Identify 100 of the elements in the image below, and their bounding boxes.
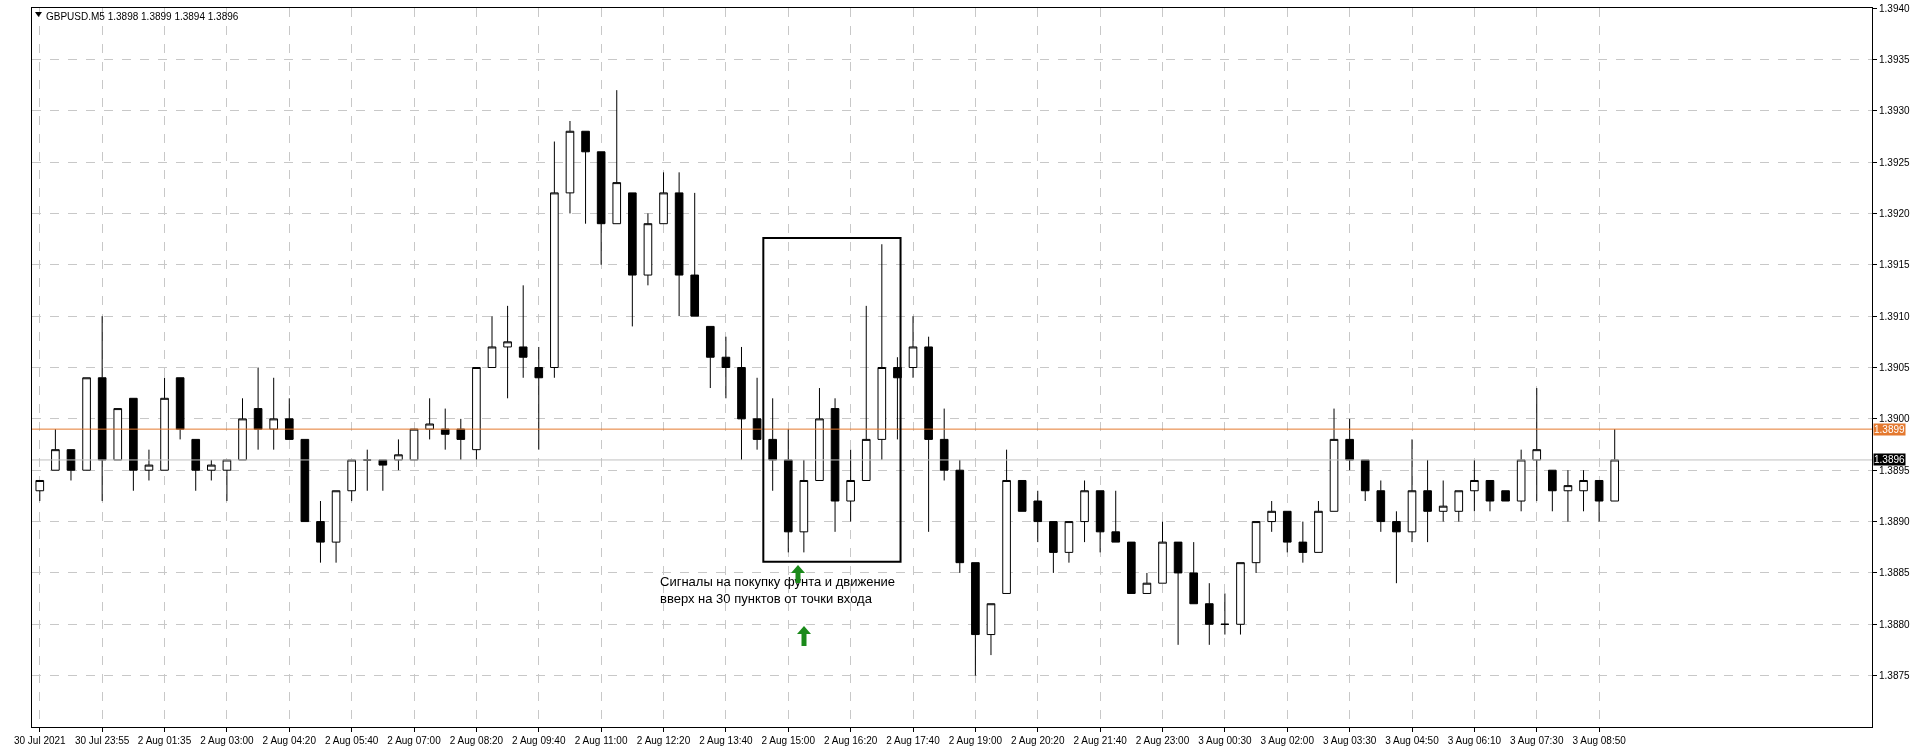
x-tick-label: 3 Aug 02:00	[1260, 735, 1315, 746]
candlestick	[1392, 510, 1401, 584]
candlestick	[300, 438, 310, 523]
candlestick	[1033, 490, 1043, 543]
candlestick	[1189, 541, 1199, 605]
candlestick	[160, 377, 169, 471]
candlestick	[1423, 459, 1432, 543]
candlestick	[1251, 521, 1261, 574]
candlestick	[347, 459, 356, 502]
candlestick	[1158, 521, 1167, 584]
x-tick-label: 2 Aug 01:35	[137, 735, 192, 746]
candlestick	[1610, 428, 1620, 502]
x-tick-label: 2 Aug 21:40	[1073, 735, 1128, 746]
candlestick	[1204, 582, 1214, 646]
ref-line-label: 1.3899	[1874, 424, 1906, 435]
candlestick	[1080, 479, 1089, 543]
x-tick-label: 2 Aug 15:00	[761, 735, 816, 746]
candlestick	[1376, 479, 1386, 533]
candlestick	[316, 500, 325, 564]
candlestick	[596, 151, 606, 266]
candlestick	[550, 141, 559, 379]
x-tick-label: 3 Aug 08:50	[1572, 735, 1627, 746]
candlestick	[144, 449, 154, 481]
candlestick	[253, 367, 263, 451]
candlestick	[1563, 469, 1573, 523]
candlestick	[409, 428, 419, 461]
x-tick-label: 2 Aug 19:00	[948, 735, 1003, 746]
candlestick	[893, 356, 902, 440]
candlestick	[1532, 387, 1542, 502]
x-tick-label: 2 Aug 04:20	[262, 735, 317, 746]
x-tick-label: 2 Aug 09:40	[512, 735, 566, 746]
candlestick	[846, 449, 855, 523]
candlestick	[191, 438, 201, 492]
candlestick	[394, 438, 403, 471]
candlestick	[1470, 459, 1479, 512]
y-tick-label: 1.3915	[1879, 259, 1911, 271]
candlestick	[721, 336, 731, 399]
candlestick	[815, 387, 824, 481]
candlestick	[705, 325, 715, 389]
candlestick	[1314, 500, 1323, 553]
candlestick	[1485, 479, 1495, 512]
candlestick	[1142, 572, 1152, 594]
y-tick-label: 1.3925	[1879, 156, 1911, 168]
candlestick	[175, 377, 185, 440]
candlestick	[1345, 418, 1354, 471]
candlestick	[1236, 562, 1245, 636]
candlestick	[35, 479, 45, 502]
candlestick	[269, 377, 279, 451]
candlestick	[1579, 469, 1588, 512]
candlestick	[955, 459, 965, 574]
candlestick	[82, 377, 91, 471]
candlestick	[659, 171, 668, 225]
candlestick	[1049, 521, 1058, 574]
x-tick-label: 2 Aug 20:20	[1011, 735, 1065, 746]
x-tick-label: 2 Aug 05:40	[324, 735, 379, 746]
candlestick	[97, 315, 107, 502]
candlestick	[971, 562, 980, 677]
candlestick	[51, 428, 60, 471]
y-tick-label: 1.3885	[1879, 567, 1911, 579]
y-tick-label: 1.3895	[1879, 464, 1911, 476]
candlestick	[456, 418, 466, 461]
candlestick	[1298, 521, 1308, 564]
candlestick	[1454, 490, 1464, 523]
candlestick	[628, 192, 637, 327]
candlestick	[534, 346, 544, 451]
candlestick	[643, 212, 653, 286]
candlestick	[238, 397, 247, 461]
candlestick	[1329, 408, 1339, 512]
candlestick	[1127, 541, 1136, 594]
x-tick-label: 2 Aug 17:40	[886, 735, 941, 746]
candlestick	[378, 459, 388, 492]
candlestick	[1548, 469, 1557, 512]
ref-line-label: 1.3896	[1874, 454, 1906, 465]
candlestick	[284, 397, 294, 440]
candlestick	[1594, 479, 1604, 523]
candlestick	[66, 449, 76, 481]
candlestick	[1220, 592, 1230, 636]
candlestick	[503, 305, 512, 399]
candlestick	[674, 171, 684, 317]
candlestick	[768, 397, 777, 492]
y-tick-label: 1.3920	[1879, 207, 1911, 219]
x-tick-label: 2 Aug 16:20	[823, 735, 878, 746]
candlestick	[877, 243, 887, 461]
y-tick-label: 1.3940	[1879, 2, 1911, 14]
candlestick	[752, 377, 762, 451]
annotation: Сигналы на покупку фунта и движение вверх на 30 пунктов от точки входа	[660, 574, 896, 606]
x-tick-label: 2 Aug 13:40	[699, 735, 754, 746]
y-tick-label: 1.3900	[1879, 413, 1911, 425]
candlestick	[1111, 490, 1121, 543]
candlestick	[472, 367, 481, 461]
x-tick-label: 3 Aug 03:30	[1322, 735, 1377, 746]
candlestick	[425, 397, 434, 440]
candlestick	[799, 459, 809, 553]
chart-title: GBPUSD.M5 1.3898 1.3899 1.3894 1.3896	[46, 11, 239, 22]
x-tick-label: 2 Aug 03:00	[200, 735, 255, 746]
candlestick	[222, 459, 232, 502]
candlestick	[129, 397, 138, 492]
candlestick	[1282, 510, 1292, 553]
candlestick	[737, 346, 746, 461]
candlestick	[690, 192, 700, 317]
